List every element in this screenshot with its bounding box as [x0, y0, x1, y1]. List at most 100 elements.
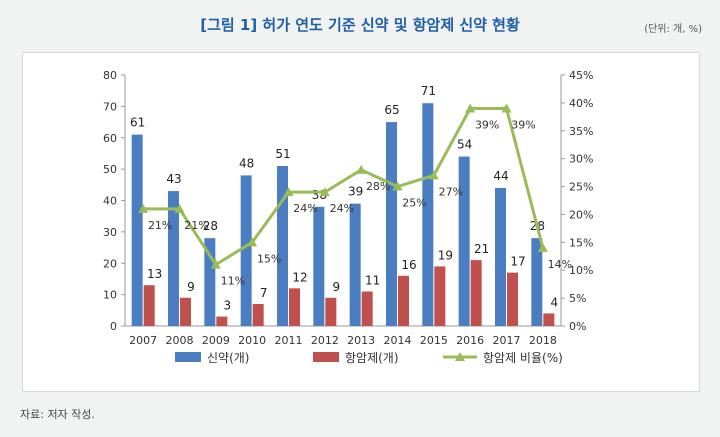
right-tick-label: 20%	[569, 208, 593, 221]
bar-anticancer	[434, 266, 446, 326]
bar-anticancer	[325, 297, 337, 326]
bar-anticancer	[143, 285, 155, 326]
x-tick-label: 2016	[456, 334, 484, 347]
x-tick-label: 2008	[166, 334, 194, 347]
ratio-marker	[174, 203, 185, 213]
bar-new-drug	[204, 238, 216, 326]
right-tick-label: 10%	[569, 264, 593, 277]
label-anticancer: 12	[292, 270, 307, 284]
x-tick-label: 2018	[529, 334, 557, 347]
ratio-marker	[319, 187, 330, 197]
bar-anticancer	[398, 275, 409, 326]
chart: 0 10 20 30 40 50 60 70 80 0% 5% 10% 15% 20% 25% 30% 35% 4…	[103, 69, 593, 365]
ratio-marker	[210, 259, 221, 269]
x-tick-label: 2011	[275, 334, 303, 347]
legend-marker-ratio	[455, 352, 465, 361]
label-anticancer: 16	[401, 258, 416, 272]
label-ratio: 39%	[475, 118, 499, 131]
bar-anticancer	[289, 288, 300, 326]
ratio-marker	[247, 237, 258, 247]
ratio-line	[143, 106, 545, 267]
unit-label: (단위: 개, %)	[644, 24, 702, 35]
left-tick-label: 70	[103, 100, 117, 113]
label-anticancer: 19	[438, 248, 453, 262]
label-new-drug: 44	[493, 169, 508, 183]
x-tick-label: 2009	[202, 334, 230, 347]
label-ratio: 39%	[511, 118, 535, 131]
chart-panel: 0 10 20 30 40 50 60 70 80 0% 5% 10% 15% 20% 25% 30% 35% 4…	[22, 52, 700, 392]
legend-label-new-drug: 신약(개)	[207, 350, 249, 365]
ratio-marker	[392, 181, 403, 191]
left-tick-label: 20	[103, 257, 117, 270]
legend-swatch-anticancer	[313, 352, 339, 362]
bar-anticancer	[361, 291, 373, 326]
label-anticancer: 4	[551, 295, 559, 309]
bar-anticancer	[543, 313, 555, 326]
label-new-drug: 28	[203, 219, 218, 233]
right-tick-label: 0%	[569, 320, 586, 333]
ratio-marker	[501, 103, 512, 113]
label-anticancer: 13	[147, 267, 162, 281]
bar-anticancer	[470, 260, 482, 326]
label-new-drug: 61	[130, 116, 145, 130]
label-ratio: 15%	[257, 252, 281, 265]
bar-new-drug	[277, 165, 288, 326]
bar-anticancer	[216, 316, 228, 326]
x-tick-label: 2010	[238, 334, 266, 347]
label-new-drug: 48	[239, 156, 254, 170]
legend-label-ratio: 항암제 비율(%)	[483, 351, 563, 365]
right-tick-label: 45%	[569, 69, 593, 82]
left-tick-label: 60	[103, 132, 117, 145]
label-new-drug: 39	[348, 185, 363, 199]
label-anticancer: 3	[224, 299, 232, 313]
left-tick-label: 10	[103, 289, 117, 302]
label-anticancer: 17	[510, 255, 525, 269]
bar-new-drug	[131, 134, 143, 326]
label-new-drug: 65	[384, 103, 399, 117]
label-ratio: 24%	[293, 202, 317, 215]
label-anticancer: 7	[260, 286, 268, 300]
label-ratio: 24%	[330, 202, 354, 215]
x-tick-label: 2017	[493, 334, 521, 347]
bar-new-drug	[168, 191, 179, 326]
label-anticancer: 11	[365, 273, 380, 287]
right-tick-label: 40%	[569, 97, 593, 110]
x-tick-label: 2012	[311, 334, 339, 347]
label-new-drug: 51	[275, 147, 290, 161]
label-ratio: 21%	[148, 219, 172, 232]
bar-new-drug	[495, 187, 506, 326]
source-note: 자료: 저자 작성.	[20, 408, 95, 421]
bar-new-drug	[313, 206, 325, 326]
bar-new-drug	[422, 103, 434, 326]
left-tick-label: 30	[103, 226, 117, 239]
label-anticancer: 9	[187, 280, 195, 294]
left-tick-label: 50	[103, 163, 117, 176]
x-tick-label: 2007	[129, 334, 157, 347]
bar-new-drug	[386, 122, 397, 326]
x-tick-label: 2013	[347, 334, 375, 347]
bar-new-drug	[240, 175, 252, 326]
label-ratio: 21%	[184, 219, 208, 232]
legend-swatch-new-drug	[175, 352, 201, 362]
bar-new-drug	[531, 238, 543, 326]
x-tick-label: 2014	[384, 334, 412, 347]
right-tick-label: 35%	[569, 125, 593, 138]
label-ratio: 14%	[548, 258, 572, 271]
left-tick-label: 40	[103, 195, 117, 208]
left-tick-label: 80	[103, 69, 117, 82]
ratio-marker	[356, 164, 367, 174]
right-tick-label: 25%	[569, 181, 593, 194]
label-new-drug: 54	[457, 138, 472, 152]
ratio-marker	[537, 242, 548, 252]
ratio-marker	[428, 170, 439, 180]
label-anticancer: 9	[333, 280, 341, 294]
ratio-marker	[465, 103, 476, 113]
chart-title: [그림 1] 허가 연도 기준 신약 및 항암제 신약 현황	[200, 16, 520, 34]
right-tick-label: 30%	[569, 153, 593, 166]
label-ratio: 11%	[221, 275, 245, 288]
bar-new-drug	[349, 203, 361, 326]
bar-anticancer	[180, 297, 191, 326]
legend-label-anticancer: 항암제(개)	[345, 351, 399, 365]
bar-new-drug	[458, 156, 470, 326]
label-ratio: 28%	[366, 180, 390, 193]
